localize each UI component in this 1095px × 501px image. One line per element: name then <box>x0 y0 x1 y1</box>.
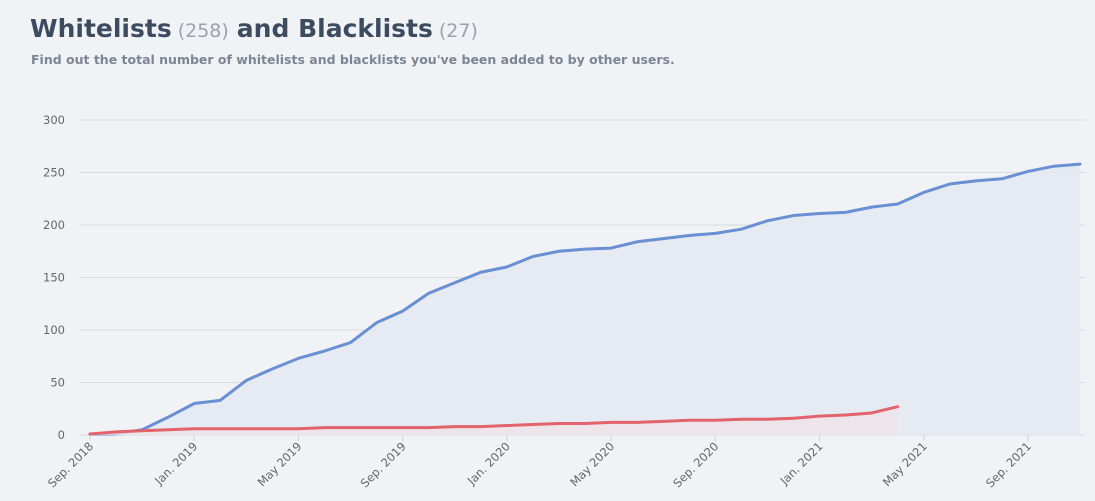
y-tick-label: 200 <box>43 218 65 232</box>
subtitle: Find out the total number of whitelists … <box>31 52 675 67</box>
x-tick-label: Jan. 2020 <box>464 439 513 488</box>
blacklist-count: (27) <box>438 20 478 42</box>
y-tick-label: 50 <box>50 376 65 390</box>
area <box>90 406 898 435</box>
whitelist-count: (258) <box>177 20 229 42</box>
y-tick-label: 300 <box>43 113 65 127</box>
title: Whitelists (258) and Blacklists (27) <box>30 14 486 43</box>
x-tick-label: May 2020 <box>567 439 617 489</box>
title-blacklists: Blacklists <box>298 14 433 43</box>
x-tick-label: May 2019 <box>255 439 305 489</box>
y-tick-label: 150 <box>43 271 65 285</box>
x-tick-label: Jan. 2021 <box>777 439 826 488</box>
title-whitelists: Whitelists <box>30 14 172 43</box>
title-and: and <box>236 14 290 43</box>
y-tick-label: 100 <box>43 323 65 337</box>
x-tick-label: Sep. 2020 <box>670 439 721 490</box>
x-tick-label: Sep. 2018 <box>45 439 96 490</box>
x-tick-label: Jan. 2019 <box>151 439 200 488</box>
y-tick-label: 0 <box>58 428 65 442</box>
x-tick-label: Sep. 2021 <box>983 439 1034 490</box>
x-tick-label: May 2021 <box>880 439 930 489</box>
x-tick-label: Sep. 2019 <box>358 439 409 490</box>
line <box>88 405 900 436</box>
y-tick-label: 250 <box>43 166 65 180</box>
line <box>88 162 1082 436</box>
area <box>90 164 1080 435</box>
